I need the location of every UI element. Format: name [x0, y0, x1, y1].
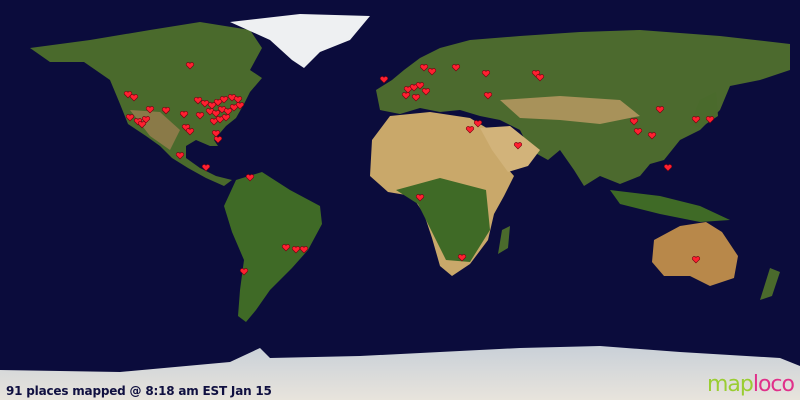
logo-part-map: map	[706, 372, 754, 397]
antarctica	[0, 346, 800, 400]
place-marker-heart-icon[interactable]	[200, 100, 209, 108]
place-marker-heart-icon[interactable]	[531, 70, 541, 78]
greenland	[230, 14, 370, 68]
place-marker-heart-icon[interactable]	[535, 74, 545, 82]
place-marker-heart-icon[interactable]	[233, 96, 243, 104]
place-marker-heart-icon[interactable]	[633, 128, 643, 136]
place-marker-heart-icon[interactable]	[427, 68, 437, 76]
place-marker-heart-icon[interactable]	[655, 106, 665, 114]
australia	[652, 222, 738, 286]
place-marker-heart-icon[interactable]	[175, 152, 185, 160]
place-marker-heart-icon[interactable]	[281, 244, 291, 252]
north-america	[30, 22, 262, 186]
place-marker-heart-icon[interactable]	[629, 118, 639, 126]
place-marker-heart-icon[interactable]	[239, 268, 249, 276]
place-marker-heart-icon[interactable]	[211, 130, 221, 138]
arabia	[480, 126, 540, 172]
place-marker-heart-icon[interactable]	[181, 124, 191, 132]
place-marker-heart-icon[interactable]	[185, 62, 195, 70]
place-marker-heart-icon[interactable]	[179, 111, 189, 119]
new-zealand	[760, 268, 780, 300]
south-america	[224, 172, 322, 322]
place-marker-heart-icon[interactable]	[213, 99, 223, 107]
place-marker-heart-icon[interactable]	[705, 116, 715, 124]
place-marker-heart-icon[interactable]	[421, 88, 431, 96]
place-marker-heart-icon[interactable]	[379, 76, 389, 84]
place-marker-heart-icon[interactable]	[207, 102, 217, 110]
place-marker-heart-icon[interactable]	[513, 142, 523, 150]
place-marker-heart-icon[interactable]	[223, 108, 233, 116]
place-marker-heart-icon[interactable]	[647, 132, 657, 140]
place-marker-heart-icon[interactable]	[123, 91, 133, 99]
place-marker-heart-icon[interactable]	[219, 96, 229, 104]
place-marker-heart-icon[interactable]	[221, 114, 231, 122]
place-marker-heart-icon[interactable]	[483, 92, 493, 100]
logo-part-loco: loco	[752, 372, 795, 397]
place-marker-heart-icon[interactable]	[663, 164, 673, 172]
place-marker-heart-icon[interactable]	[193, 97, 203, 105]
markers-layer	[123, 62, 715, 276]
place-marker-heart-icon[interactable]	[235, 102, 245, 110]
indonesia	[610, 190, 730, 222]
place-marker-heart-icon[interactable]	[211, 110, 221, 118]
place-marker-heart-icon[interactable]	[473, 120, 483, 128]
place-marker-heart-icon[interactable]	[481, 70, 491, 78]
place-marker-heart-icon[interactable]	[125, 114, 135, 122]
place-marker-heart-icon[interactable]	[691, 256, 701, 264]
central-asia-steppe	[500, 96, 640, 124]
us-southwest	[130, 110, 180, 150]
place-marker-heart-icon[interactable]	[419, 64, 429, 72]
place-marker-heart-icon[interactable]	[195, 112, 205, 120]
madagascar	[498, 226, 510, 254]
place-marker-heart-icon[interactable]	[201, 164, 211, 172]
place-marker-heart-icon[interactable]	[457, 254, 467, 262]
place-marker-heart-icon[interactable]	[415, 82, 425, 90]
place-marker-heart-icon[interactable]	[137, 121, 147, 129]
place-marker-heart-icon[interactable]	[401, 92, 411, 100]
place-marker-heart-icon[interactable]	[451, 64, 461, 72]
place-marker-heart-icon[interactable]	[161, 107, 171, 115]
place-marker-heart-icon[interactable]	[691, 116, 701, 124]
maploco-logo[interactable]: maploco	[706, 372, 795, 397]
place-marker-heart-icon[interactable]	[465, 126, 475, 134]
place-marker-heart-icon[interactable]	[185, 128, 195, 136]
place-marker-heart-icon[interactable]	[129, 94, 139, 102]
place-marker-heart-icon[interactable]	[415, 194, 425, 202]
status-text: 91 places mapped @ 8:18 am EST Jan 15	[6, 384, 272, 398]
place-marker-heart-icon[interactable]	[299, 246, 309, 254]
place-marker-heart-icon[interactable]	[141, 116, 151, 124]
place-marker-heart-icon[interactable]	[411, 94, 421, 102]
central-africa	[396, 178, 490, 262]
place-marker-heart-icon[interactable]	[133, 118, 143, 126]
place-marker-heart-icon[interactable]	[245, 174, 255, 182]
place-marker-heart-icon[interactable]	[145, 106, 155, 114]
land	[0, 14, 800, 400]
place-marker-heart-icon[interactable]	[213, 136, 223, 144]
place-marker-heart-icon[interactable]	[291, 246, 301, 254]
